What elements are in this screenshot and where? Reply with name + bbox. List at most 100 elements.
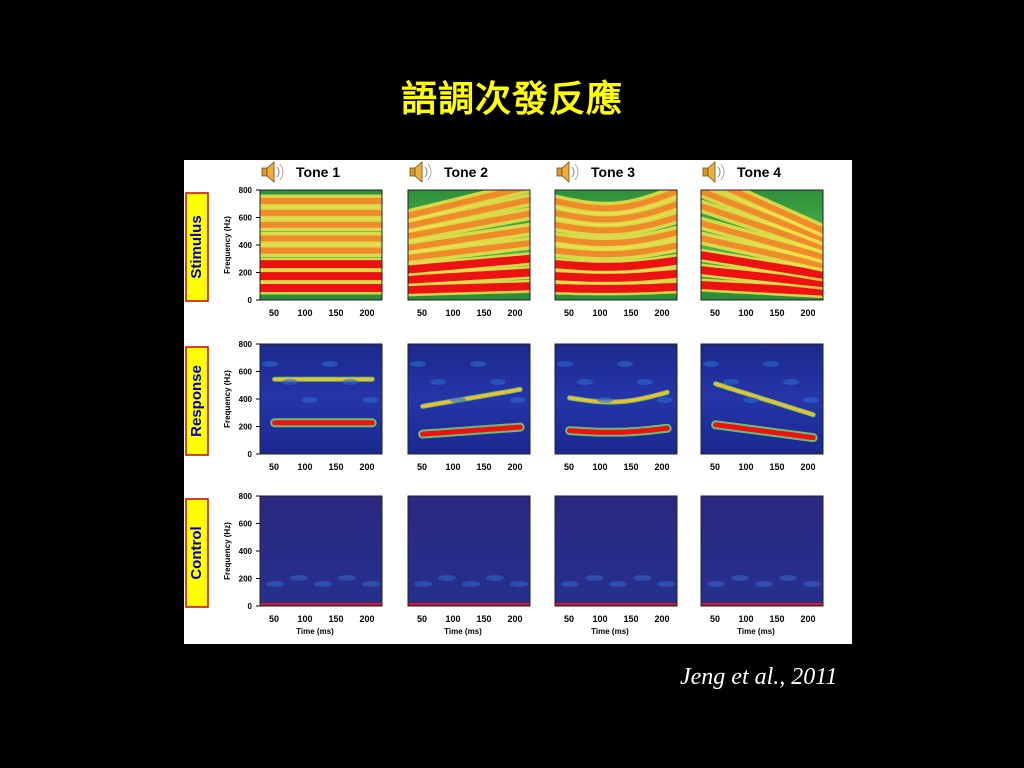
x-tick-label: 200 bbox=[507, 308, 522, 318]
harmonic-band bbox=[555, 282, 677, 293]
spectrogram-panel bbox=[700, 189, 824, 301]
control-noise bbox=[290, 575, 308, 581]
x-tick-label: 150 bbox=[328, 462, 343, 472]
spectrogram-panel bbox=[700, 495, 824, 607]
x-tick-label: 50 bbox=[417, 462, 427, 472]
control-noise bbox=[438, 575, 456, 581]
response-band bbox=[420, 424, 523, 437]
control-noise bbox=[633, 575, 651, 581]
response-noise bbox=[763, 361, 779, 367]
response-noise bbox=[490, 379, 506, 385]
x-tick-label: 50 bbox=[417, 308, 427, 318]
y-tick-label: 600 bbox=[239, 520, 253, 529]
x-tick-label: 150 bbox=[328, 308, 343, 318]
x-tick-label: 50 bbox=[564, 308, 574, 318]
y-axis-label: Frequency (Hz) bbox=[223, 216, 232, 274]
y-tick-label: 200 bbox=[239, 269, 253, 278]
x-tick-label: 200 bbox=[800, 462, 815, 472]
response-noise bbox=[577, 379, 593, 385]
control-noise bbox=[362, 581, 380, 587]
row-label-box bbox=[185, 192, 209, 302]
response-noise bbox=[723, 379, 739, 385]
x-tick-label: 200 bbox=[359, 308, 374, 318]
x-tick-label: 100 bbox=[738, 614, 753, 624]
spectrogram-panel bbox=[259, 495, 383, 607]
x-tick-label: 100 bbox=[592, 308, 607, 318]
response-noise bbox=[557, 361, 573, 367]
y-tick-label: 800 bbox=[239, 340, 253, 349]
response-noise bbox=[657, 397, 673, 403]
response-noise bbox=[450, 397, 466, 403]
harmonic-band bbox=[408, 226, 530, 251]
speaker-icon bbox=[556, 161, 579, 183]
control-noise bbox=[657, 581, 675, 587]
x-tick-label: 200 bbox=[654, 308, 669, 318]
response-noise bbox=[617, 361, 633, 367]
response-noise bbox=[430, 379, 446, 385]
x-tick-label: 100 bbox=[738, 462, 753, 472]
response-noise bbox=[410, 361, 426, 367]
control-noise bbox=[561, 581, 579, 587]
response-noise bbox=[262, 361, 278, 367]
control-noise bbox=[414, 581, 432, 587]
y-tick-label: 400 bbox=[239, 395, 253, 404]
control-noise bbox=[609, 581, 627, 587]
x-tick-label: 150 bbox=[623, 308, 638, 318]
response-noise bbox=[302, 397, 318, 403]
control-noise bbox=[707, 581, 725, 587]
column-header: Tone 4 bbox=[737, 164, 781, 180]
harmonic-band bbox=[555, 269, 677, 282]
y-tick-label: 400 bbox=[239, 547, 253, 556]
x-tick-label: 200 bbox=[654, 614, 669, 624]
row-label: Response bbox=[188, 365, 205, 437]
x-tick-label: 200 bbox=[359, 462, 374, 472]
harmonic-band bbox=[555, 201, 677, 223]
response-noise bbox=[510, 397, 526, 403]
x-tick-label: 150 bbox=[769, 462, 784, 472]
spectrogram-panel bbox=[259, 343, 383, 455]
harmonic-band bbox=[724, 190, 823, 234]
response-noise bbox=[703, 361, 719, 367]
response-noise bbox=[783, 379, 799, 385]
y-tick-label: 800 bbox=[239, 492, 253, 501]
slide-title: 語調次發反應 bbox=[400, 79, 623, 120]
x-tick-label: 50 bbox=[710, 462, 720, 472]
x-tick-label: 150 bbox=[769, 308, 784, 318]
y-tick-label: 0 bbox=[248, 602, 253, 611]
x-tick-label: 100 bbox=[738, 308, 753, 318]
x-tick-label: 50 bbox=[564, 462, 574, 472]
spectrogram-grid: Stimulus Response Control Tone 1 Tone 2 Tone … bbox=[185, 161, 824, 636]
y-tick-label: 400 bbox=[239, 241, 253, 250]
harmonic-band bbox=[555, 190, 677, 212]
x-tick-label: 200 bbox=[507, 614, 522, 624]
control-noise bbox=[779, 575, 797, 581]
response-noise bbox=[743, 397, 759, 403]
harmonic-band bbox=[555, 242, 677, 258]
x-tick-label: 150 bbox=[476, 462, 491, 472]
control-noise bbox=[803, 581, 821, 587]
y-tick-label: 600 bbox=[239, 368, 253, 377]
x-axis-label: Time (ms) bbox=[737, 627, 775, 636]
x-tick-label: 150 bbox=[476, 614, 491, 624]
y-axis-label: Frequency (Hz) bbox=[223, 370, 232, 428]
x-tick-label: 100 bbox=[445, 308, 460, 318]
x-axis-label: Time (ms) bbox=[444, 627, 482, 636]
spectrogram-panel bbox=[407, 343, 531, 455]
y-tick-label: 0 bbox=[248, 296, 253, 305]
y-tick-label: 0 bbox=[248, 450, 253, 459]
spectrogram-panel bbox=[700, 343, 824, 455]
response-noise bbox=[637, 379, 653, 385]
control-noise bbox=[755, 581, 773, 587]
x-tick-label: 100 bbox=[297, 614, 312, 624]
harmonic-band bbox=[701, 220, 823, 260]
harmonic-band bbox=[701, 235, 823, 269]
y-tick-label: 200 bbox=[239, 423, 253, 432]
x-tick-label: 150 bbox=[623, 614, 638, 624]
harmonic-band bbox=[408, 196, 530, 229]
harmonic-band bbox=[701, 190, 823, 242]
harmonic-band bbox=[555, 229, 677, 247]
x-tick-label: 200 bbox=[800, 614, 815, 624]
spectrogram-panel bbox=[259, 189, 383, 301]
harmonic-band bbox=[555, 256, 677, 271]
harmonic-band bbox=[701, 281, 823, 296]
